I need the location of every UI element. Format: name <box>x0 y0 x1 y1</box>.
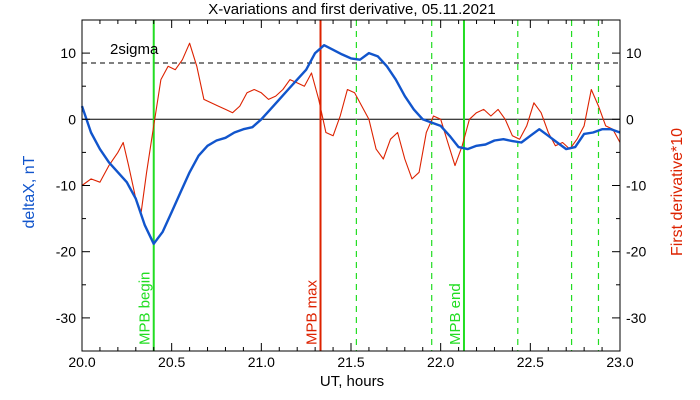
series-line-derivative <box>81 42 621 213</box>
y-tick-label-right: -10 <box>626 178 646 194</box>
y-tick-label-left: -10 <box>56 178 76 194</box>
event-line-label: MPB end <box>447 283 464 345</box>
y-tick-label-left: 0 <box>68 111 76 127</box>
chart-title: X-variations and first derivative, 05.11… <box>208 1 495 18</box>
x-tick-label: 22.5 <box>517 354 544 370</box>
x-tick-label: 20.0 <box>68 354 95 370</box>
plot-frame <box>81 19 621 352</box>
reference-lines <box>82 62 620 120</box>
x-tick-label: 23.0 <box>606 354 633 370</box>
series-line-deltax <box>80 44 621 246</box>
axis-ticks: 20.0 20.5 21.0 21.5 22.0 22.5 23.0 10 10 0 0 -10 -10… <box>56 19 646 370</box>
x-axis-label: UT, hours <box>320 373 384 390</box>
sigma-label: 2sigma <box>110 41 159 58</box>
series-lines <box>80 42 621 246</box>
x-tick-label: 21.0 <box>248 354 275 370</box>
y-tick-label-right: -30 <box>626 310 646 326</box>
y-tick-label-right: 10 <box>626 45 642 61</box>
x-tick-label: 20.5 <box>158 354 185 370</box>
y-tick-label-left: -20 <box>56 244 76 260</box>
y-tick-label-right: 0 <box>626 111 634 127</box>
event-lines <box>152 20 600 351</box>
y-tick-label-left: 10 <box>60 45 76 61</box>
event-line-label: MPB max <box>304 279 321 345</box>
y-tick-label-left: -30 <box>56 310 76 326</box>
event-labels: MPB begin MPB max MPB end <box>137 272 464 345</box>
x-tick-label: 22.0 <box>427 354 454 370</box>
y-axis-label-right: First derivative*10 <box>669 128 686 256</box>
x-tick-label: 21.5 <box>337 354 364 370</box>
y-tick-label-right: -20 <box>626 244 646 260</box>
y-axis-label-left: deltaX, nT <box>21 155 38 228</box>
event-line-label: MPB begin <box>137 272 154 345</box>
